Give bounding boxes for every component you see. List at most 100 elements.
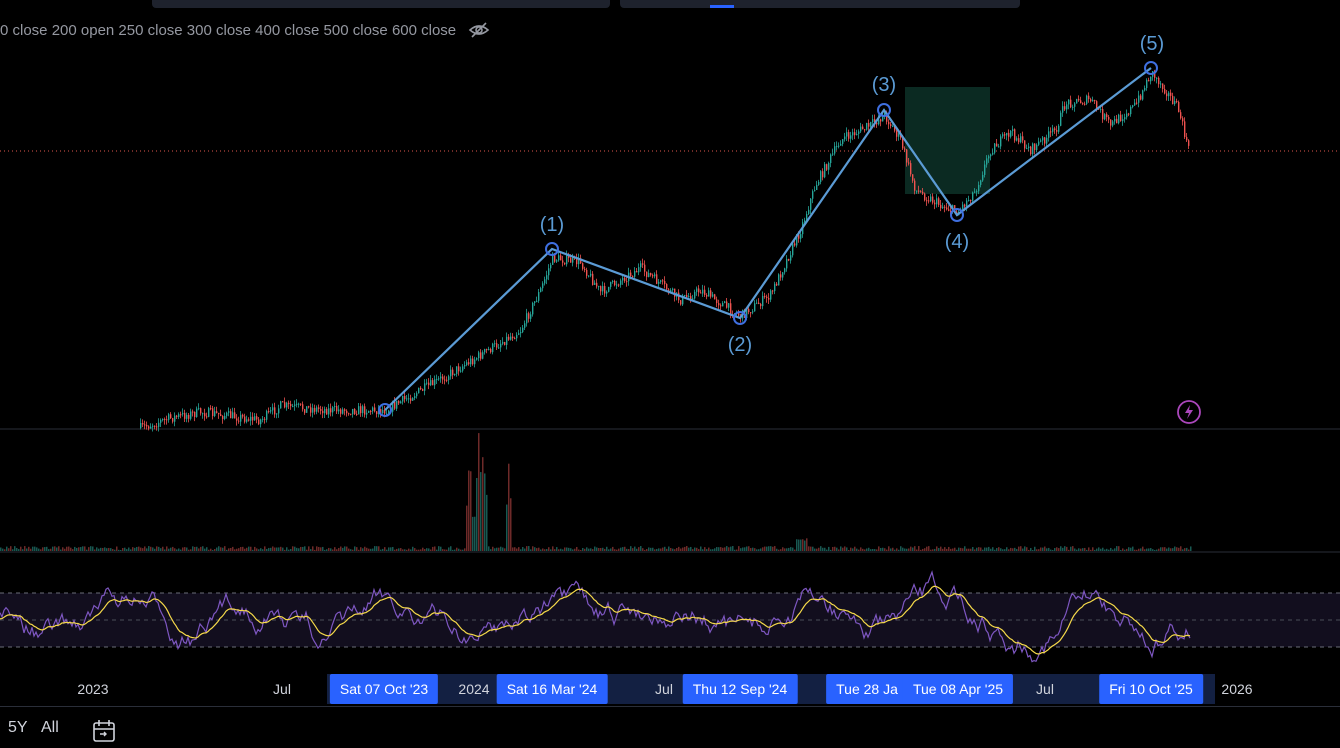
candle-body <box>872 119 874 123</box>
elliott-wave-line[interactable] <box>384 67 1152 411</box>
volume-bar <box>36 547 38 551</box>
volume-bar <box>380 549 382 551</box>
time-marker[interactable]: Tue 08 Apr '25 <box>902 674 1014 704</box>
volume-bar <box>546 549 548 551</box>
wave-label-2[interactable]: (2) <box>728 334 752 356</box>
wave-point-3[interactable] <box>877 103 891 117</box>
position-box[interactable] <box>905 87 990 194</box>
candle-body <box>402 395 404 402</box>
volume-bar <box>728 547 730 551</box>
volume-bar <box>1042 547 1044 551</box>
candle-body <box>1112 121 1114 126</box>
volume-bar <box>274 547 276 551</box>
candle-body <box>354 408 356 414</box>
volume-bar <box>332 549 334 551</box>
wave-label-4[interactable]: (4) <box>945 231 969 253</box>
volume-bar <box>454 549 456 551</box>
volume-bar <box>116 546 118 551</box>
volume-bar <box>280 546 282 551</box>
candle-body <box>834 146 836 154</box>
candle-body <box>1014 129 1016 141</box>
volume-bar <box>110 548 112 551</box>
candle-body <box>430 380 432 386</box>
price-chart[interactable]: (1) (2) (3) (4) (5) <box>0 0 1340 674</box>
candle-body <box>862 126 864 130</box>
candle-body <box>392 401 394 412</box>
volume-bar <box>888 546 890 551</box>
volume-bar <box>80 547 82 551</box>
range-all-button[interactable]: All <box>41 719 59 736</box>
wave-point-2[interactable] <box>733 311 747 325</box>
volume-bar <box>334 547 336 551</box>
volume-bar <box>610 548 612 551</box>
volume-bar <box>44 547 46 551</box>
volume-bar <box>1144 549 1146 551</box>
volume-bar <box>252 549 254 551</box>
candle-body <box>460 370 462 372</box>
volume-bar <box>486 494 488 551</box>
volume-bar <box>672 548 674 551</box>
candle-body <box>356 413 358 415</box>
eye-off-icon[interactable] <box>468 21 490 39</box>
wave-point-1[interactable] <box>545 242 559 256</box>
volume-bar <box>420 549 422 551</box>
time-marker[interactable]: Sat 16 Mar '24 <box>496 674 608 704</box>
volume-bar <box>298 548 300 551</box>
candle-body <box>424 383 426 391</box>
volume-bar <box>976 547 978 551</box>
candle-body <box>340 409 342 414</box>
volume-bar <box>472 516 474 551</box>
candle-body <box>984 164 986 175</box>
volume-bar <box>898 549 900 551</box>
time-marker[interactable]: Fri 10 Oct '25 <box>1099 674 1203 704</box>
time-axis[interactable]: 2023 Jul 2024 Jul Jul 2026 Sat 07 Oct '2… <box>0 674 1340 706</box>
volume-bar <box>710 549 712 551</box>
volume-bar <box>458 548 460 551</box>
wave-point-5[interactable] <box>1144 61 1158 75</box>
volume-bar <box>112 549 114 551</box>
volume-bar <box>310 549 312 551</box>
volume-bar <box>488 546 490 551</box>
candle-body <box>604 286 606 294</box>
volume-bar <box>466 505 468 551</box>
range-5y-button[interactable]: 5Y <box>8 719 28 736</box>
candle-body <box>322 410 324 414</box>
wave-label-3[interactable]: (3) <box>872 74 896 96</box>
candle-body <box>728 303 730 308</box>
candle-body <box>704 289 706 295</box>
volume-bar <box>442 549 444 551</box>
time-marker[interactable]: Thu 12 Sep '24 <box>682 674 798 704</box>
candle-body <box>472 358 474 365</box>
volume-bar <box>1052 549 1054 551</box>
wave-point-4[interactable] <box>950 208 964 222</box>
time-marker[interactable]: Sat 07 Oct '23 <box>329 674 439 704</box>
volume-bar <box>614 549 616 551</box>
volume-bar <box>352 549 354 551</box>
candle-body <box>916 190 918 192</box>
wave-label-1[interactable]: (1) <box>540 214 564 236</box>
candle-body <box>592 273 594 285</box>
volume-bar <box>294 546 296 551</box>
wave-label-5[interactable]: (5) <box>1140 33 1164 55</box>
volume-bar <box>1056 547 1058 551</box>
wave-points[interactable] <box>378 61 1158 417</box>
candle-body <box>1054 128 1056 131</box>
top-toolbar-left[interactable] <box>152 0 610 8</box>
volume-bar <box>498 547 500 551</box>
candle-body <box>1140 95 1142 100</box>
volume-bar <box>70 547 72 551</box>
candle-body <box>550 264 552 269</box>
volume-bar <box>620 547 622 551</box>
candle-body <box>420 387 422 390</box>
candle-body <box>350 413 352 415</box>
top-toolbar-right[interactable] <box>620 0 1020 8</box>
volume-bar <box>896 548 898 551</box>
wave-point-0[interactable] <box>378 403 392 417</box>
candle-body <box>950 210 952 212</box>
candle-body <box>772 290 774 292</box>
indicator-legend[interactable]: 0 close 200 open 250 close 300 close 400… <box>0 20 490 40</box>
lightning-icon[interactable] <box>1176 399 1202 425</box>
candle-body <box>190 411 192 419</box>
time-marker[interactable]: Tue 28 Ja <box>826 674 908 704</box>
volume-bar <box>426 548 428 551</box>
